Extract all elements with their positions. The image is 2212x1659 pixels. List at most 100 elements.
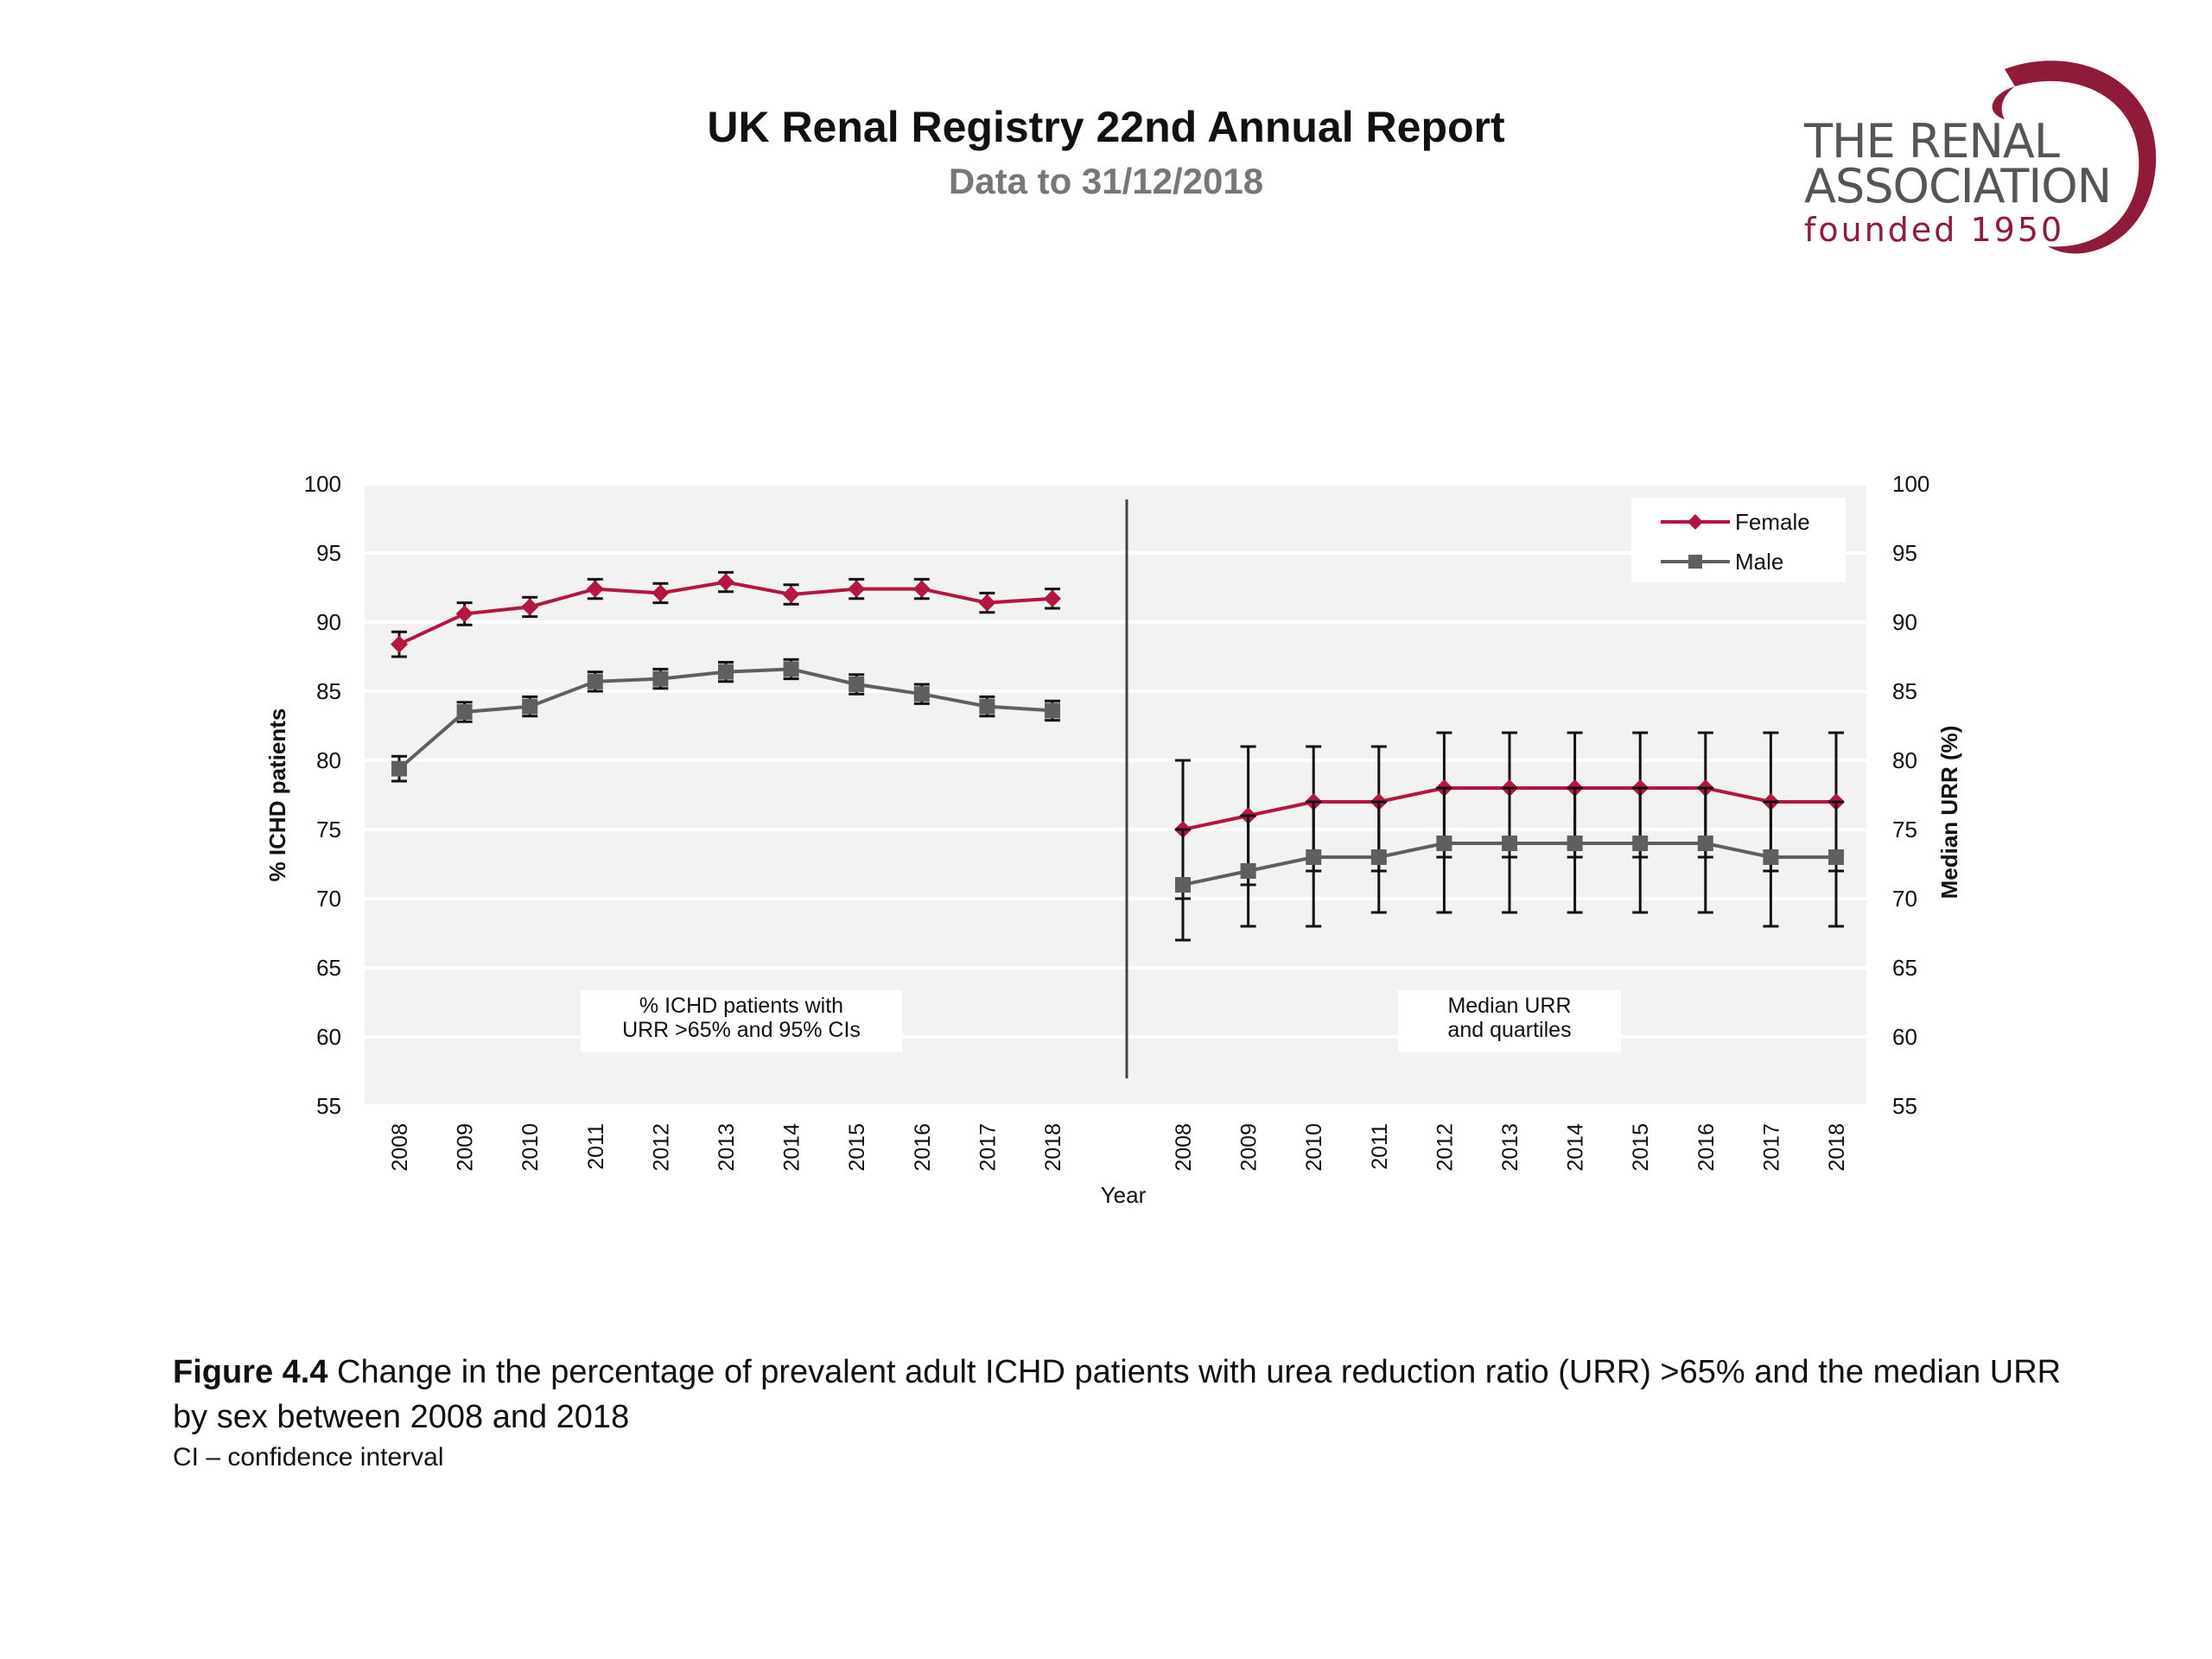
x-axis-label: Year xyxy=(1101,1182,1147,1208)
data-point-female xyxy=(1044,589,1061,607)
legend-marker-male xyxy=(1688,555,1702,569)
legend-box xyxy=(1631,498,1846,582)
logo-text-line3: founded 1950 xyxy=(1804,211,2065,249)
logo-text-line2: ASSOCIATION xyxy=(1804,159,2112,213)
x-tick-label: 2013 xyxy=(715,1123,739,1172)
data-point-male xyxy=(1697,836,1713,851)
panel-annotation-text: Median URR xyxy=(1447,994,1571,1018)
data-point-male xyxy=(979,698,995,715)
y-axis-label-left: % ICHD patients xyxy=(264,709,290,882)
data-point-male xyxy=(522,698,538,715)
y-tick-label-left: 85 xyxy=(316,678,341,704)
data-point-male xyxy=(1828,849,1844,865)
x-tick-label: 2011 xyxy=(1368,1123,1392,1170)
data-point-female xyxy=(848,580,866,598)
x-tick-label: 2017 xyxy=(976,1123,1000,1172)
data-point-male xyxy=(1567,836,1583,851)
panel-annotation-text: URR >65% and 95% CIs xyxy=(622,1018,861,1042)
x-tick-label: 2016 xyxy=(1694,1123,1719,1172)
legend-marker-female xyxy=(1688,514,1703,530)
caption-label: Figure 4.4 xyxy=(173,1354,328,1390)
data-point-male xyxy=(391,760,407,777)
y-tick-label-left: 65 xyxy=(316,955,341,981)
data-point-male xyxy=(652,671,669,687)
y-tick-label-right: 80 xyxy=(1892,747,1917,773)
y-tick-label-right: 90 xyxy=(1892,609,1917,635)
x-tick-label: 2008 xyxy=(388,1123,412,1172)
data-point-male xyxy=(913,686,930,702)
legend-label-female: Female xyxy=(1735,509,1810,535)
data-point-male xyxy=(849,677,865,692)
x-tick-label: 2012 xyxy=(649,1123,673,1172)
panel-annotation-text: and quartiles xyxy=(1447,1018,1571,1042)
data-point-male xyxy=(1502,836,1517,851)
data-point-female xyxy=(586,580,604,598)
logo-text-line1: THE RENAL xyxy=(1804,114,2060,168)
y-tick-label-right: 95 xyxy=(1892,540,1917,566)
y-tick-label-right: 55 xyxy=(1892,1093,1917,1119)
x-tick-label: 2015 xyxy=(845,1123,869,1172)
page-subtitle: Data to 31/12/2018 xyxy=(948,161,1264,201)
caption-text: Change in the percentage of prevalent ad… xyxy=(173,1354,2062,1435)
x-tick-label: 2010 xyxy=(518,1123,543,1172)
panel-annotation-text: % ICHD patients with xyxy=(639,994,843,1018)
x-tick-label: 2009 xyxy=(454,1123,478,1172)
x-tick-label: 2014 xyxy=(780,1123,804,1172)
y-axis-label-right: Median URR (%) xyxy=(1936,726,1962,899)
y-tick-label-right: 100 xyxy=(1892,471,1929,497)
data-point-male xyxy=(1763,849,1779,865)
y-tick-label-left: 80 xyxy=(316,747,341,773)
y-tick-label-left: 95 xyxy=(316,540,341,566)
panel-annotation-box xyxy=(581,990,902,1052)
y-tick-label-right: 75 xyxy=(1892,817,1917,842)
x-tick-label: 2013 xyxy=(1498,1123,1522,1172)
data-point-male xyxy=(1240,863,1256,879)
x-tick-label: 2018 xyxy=(1041,1123,1065,1172)
data-point-female xyxy=(978,594,996,612)
data-point-female xyxy=(391,635,408,653)
x-tick-label: 2012 xyxy=(1433,1123,1457,1172)
data-point-male xyxy=(1306,849,1322,865)
x-tick-label: 2009 xyxy=(1237,1123,1262,1172)
data-point-female xyxy=(455,605,474,623)
data-point-male xyxy=(1632,836,1649,851)
x-tick-label: 2015 xyxy=(1629,1123,1653,1172)
x-tick-label: 2008 xyxy=(1172,1123,1196,1172)
y-tick-label-left: 55 xyxy=(316,1093,341,1119)
data-point-female xyxy=(782,586,800,603)
x-tick-label: 2014 xyxy=(1564,1123,1588,1172)
y-tick-label-right: 60 xyxy=(1892,1024,1917,1050)
legend-label-male: Male xyxy=(1735,549,1783,575)
page-title: UK Renal Registry 22nd Annual Report xyxy=(707,103,1505,151)
x-tick-label: 2011 xyxy=(584,1123,608,1170)
y-tick-label-left: 60 xyxy=(316,1024,341,1050)
caption-note: CI – confidence interval xyxy=(173,1443,444,1471)
data-point-male xyxy=(718,664,734,680)
renal-association-logo: THE RENAL ASSOCIATION founded 1950 xyxy=(1789,52,2169,268)
data-point-male xyxy=(1436,836,1452,851)
data-point-male xyxy=(1370,849,1387,865)
x-tick-label: 2018 xyxy=(1825,1123,1849,1172)
figure-caption: Figure 4.4 Change in the percentage of p… xyxy=(173,1350,2074,1440)
y-tick-label-left: 100 xyxy=(304,471,341,497)
y-tick-label-left: 70 xyxy=(316,886,341,912)
data-point-male xyxy=(1175,877,1191,893)
y-tick-label-left: 75 xyxy=(316,817,341,842)
data-point-female xyxy=(912,580,931,598)
x-tick-label: 2017 xyxy=(1759,1123,1783,1172)
y-tick-label-left: 90 xyxy=(316,609,341,635)
data-point-male xyxy=(587,673,603,690)
x-tick-label: 2016 xyxy=(911,1123,935,1172)
data-point-male xyxy=(783,661,799,677)
panel-annotation-box xyxy=(1398,990,1621,1052)
x-tick-label: 2010 xyxy=(1302,1123,1326,1172)
data-point-male xyxy=(456,704,473,720)
logo-swirl-icon xyxy=(1992,60,2157,254)
data-point-male xyxy=(1045,702,1060,719)
y-tick-label-right: 70 xyxy=(1892,886,1917,912)
y-tick-label-right: 65 xyxy=(1892,955,1917,981)
y-tick-label-right: 85 xyxy=(1892,678,1917,704)
data-point-female xyxy=(652,584,670,602)
data-point-female xyxy=(521,598,539,616)
